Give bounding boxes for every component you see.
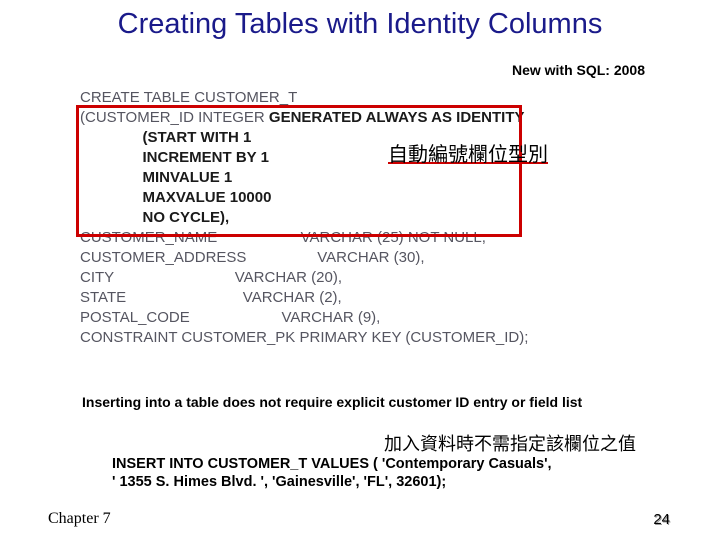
slide-title: Creating Tables with Identity Columns (0, 0, 720, 41)
insert-note-cn: 加入資料時不需指定該欄位之值 (384, 430, 636, 456)
code-line: CONSTRAINT CUSTOMER_PK PRIMARY KEY (CUST… (80, 328, 650, 348)
sql-version-note: New with SQL: 2008 (512, 62, 645, 78)
code-line: CITY VARCHAR (20), (80, 268, 650, 288)
code-line: CUSTOMER_ADDRESS VARCHAR (30), (80, 248, 650, 268)
insert-note: Inserting into a table does not require … (82, 394, 662, 410)
code-block: New with SQL: 2008 CREATE TABLE CUSTOMER… (80, 60, 650, 385)
callout-label: 自動編號欄位型別 (388, 138, 548, 167)
code-line: POSTAL_CODE VARCHAR (9), (80, 308, 650, 328)
footer-page-number: 24 (653, 511, 670, 528)
footer-chapter: Chapter 7 (48, 510, 111, 528)
highlight-box (76, 105, 522, 237)
code-line: STATE VARCHAR (2), (80, 288, 650, 308)
insert-sql: INSERT INTO CUSTOMER_T VALUES ( 'Contemp… (112, 455, 652, 491)
